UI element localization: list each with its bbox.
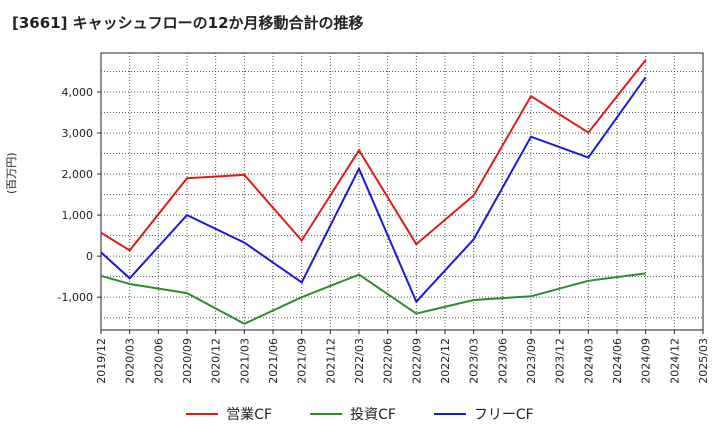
series-lines xyxy=(100,59,647,325)
x-tick-label: 2020/03 xyxy=(124,338,137,384)
plot-area xyxy=(100,52,704,331)
series-line xyxy=(100,59,647,252)
x-tick-label: 2025/03 xyxy=(697,338,710,384)
x-tick-label: 2024/12 xyxy=(668,338,681,384)
legend-swatch xyxy=(310,413,343,415)
x-tick-label: 2019/12 xyxy=(95,338,108,384)
y-axis-ticks: -1,000 0 1,000 2,000 3,000 4,000 xyxy=(58,86,101,304)
chart-title: [3661] キャッシュフローの12か月移動合計の推移 xyxy=(12,14,364,32)
x-tick-label: 2020/09 xyxy=(181,338,194,384)
x-tick-label: 2022/12 xyxy=(439,338,452,384)
x-tick-label: 2023/06 xyxy=(496,338,509,384)
x-tick-label: 2024/03 xyxy=(582,338,595,384)
legend-label: 営業CF xyxy=(226,407,273,423)
legend-label: フリーCF xyxy=(473,407,534,423)
y-tick-label: 0 xyxy=(86,250,93,263)
x-tick-label: 2022/03 xyxy=(353,338,366,384)
y-tick-label: 4,000 xyxy=(62,86,94,99)
y-tick-label: 1,000 xyxy=(62,209,94,222)
series-line xyxy=(100,272,646,325)
x-tick-label: 2023/09 xyxy=(525,338,538,384)
legend-label: 投資CF xyxy=(350,407,396,423)
x-tick-label: 2021/12 xyxy=(324,338,337,384)
legend-item: 営業CF xyxy=(186,404,272,424)
legend-swatch xyxy=(186,413,219,415)
x-axis-ticks: 2019/12 2020/03 2020/06 2020/09 2020/12 2021/… xyxy=(95,330,710,384)
x-tick-label: 2022/06 xyxy=(382,338,395,384)
x-tick-label: 2021/09 xyxy=(296,338,309,384)
x-tick-label: 2024/09 xyxy=(640,338,653,384)
x-tick-label: 2020/12 xyxy=(210,338,223,384)
legend-item: フリーCF xyxy=(433,404,534,424)
x-tick-label: 2022/09 xyxy=(410,338,423,384)
legend-item: 投資CF xyxy=(310,404,396,424)
x-tick-label: 2021/03 xyxy=(238,338,251,384)
x-tick-label: 2023/03 xyxy=(468,338,481,384)
x-tick-label: 2024/06 xyxy=(611,338,624,384)
series-line xyxy=(100,76,647,304)
y-tick-label: -1,000 xyxy=(58,291,93,304)
legend-swatch xyxy=(433,413,466,415)
x-tick-label: 2023/12 xyxy=(554,338,567,384)
x-tick-label: 2020/06 xyxy=(152,338,165,384)
legend: 営業CF 投資CF フリーCF xyxy=(0,404,720,424)
grid-lines xyxy=(101,53,703,330)
y-tick-label: 3,000 xyxy=(62,127,94,140)
x-tick-label: 2021/06 xyxy=(267,338,280,384)
y-tick-label: 2,000 xyxy=(62,168,94,181)
